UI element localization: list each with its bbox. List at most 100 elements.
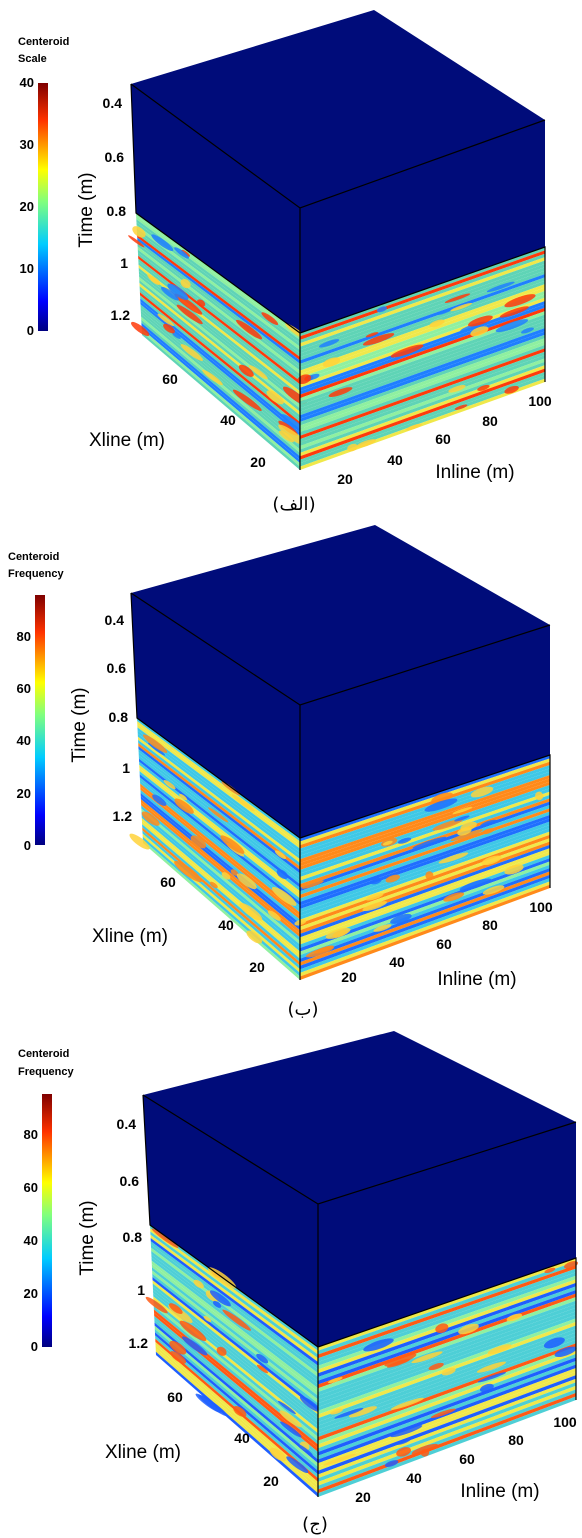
slice-stripe <box>300 778 550 867</box>
slice-blotch <box>148 742 166 756</box>
time-tick: 1 <box>122 760 130 776</box>
slice-stripe <box>300 781 550 870</box>
slice-stripe <box>151 1257 318 1389</box>
slice-blotch <box>318 339 340 348</box>
slice-blotch <box>248 365 268 380</box>
slice-stripe <box>150 1231 318 1359</box>
slice-stripe <box>138 739 300 867</box>
slice-blotch <box>209 1290 231 1307</box>
cube-chart-a: Centeroid Scale 0 10 20 30 40 0.4 0.6 0.… <box>18 10 552 515</box>
colorbar <box>42 1094 52 1347</box>
slice-blotch <box>482 885 505 895</box>
slice-blotch <box>145 1296 168 1314</box>
slice-stripe <box>318 1353 576 1452</box>
slice-stripe <box>141 331 300 470</box>
slice-blotch <box>151 234 174 252</box>
slice-stripe <box>300 814 550 906</box>
colorbar-tick: 40 <box>24 1233 38 1248</box>
slice-stripe <box>136 228 300 354</box>
slice-blotch <box>197 299 206 307</box>
slice-stripe <box>318 1307 576 1404</box>
cube-chart-b: Centeroid Frequency 0 20 40 60 80 0.4 0.… <box>8 525 553 1020</box>
slice-stripe <box>139 280 300 412</box>
slice-stripe <box>300 351 545 443</box>
slice-stripe <box>300 848 550 941</box>
cube-panel-c: Centeroid Frequency 0 20 40 60 80 0.4 0.… <box>0 1025 582 1538</box>
left-slice-stripes <box>128 213 308 470</box>
slice-stripe <box>300 854 550 949</box>
slice-stripe <box>318 1314 576 1411</box>
slice-stripe <box>300 755 550 842</box>
slice-stripe <box>300 818 550 909</box>
slice-stripe <box>300 324 545 416</box>
slice-blotch <box>151 1228 179 1249</box>
slice-blotch <box>382 840 393 846</box>
slice-blotch <box>233 1406 247 1417</box>
right-face-top <box>300 625 550 838</box>
xline-tick: 20 <box>249 959 265 975</box>
slice-blotch <box>327 1377 343 1384</box>
slice-stripe <box>300 761 550 849</box>
inline-tick: 100 <box>528 393 552 409</box>
slice-blotch <box>261 312 279 325</box>
slice-stripe <box>300 328 545 419</box>
slice-blotch <box>470 326 489 337</box>
slice-stripe <box>318 1382 576 1482</box>
slice-blotch <box>481 828 495 835</box>
xline-tick: 20 <box>250 454 266 470</box>
slice-blotch <box>543 1337 565 1349</box>
slice-blotch <box>176 304 203 325</box>
time-tick: 0.8 <box>107 203 127 219</box>
cube-edge <box>130 592 301 980</box>
slice-blotch <box>459 878 492 891</box>
slice-blotch <box>296 1443 313 1456</box>
slice-blotch <box>405 423 423 431</box>
slice-stripe <box>138 746 300 874</box>
colorbar-title-line2: Frequency <box>18 1066 75 1078</box>
slice-stripe <box>136 222 300 347</box>
slice-stripe <box>150 1241 318 1370</box>
cube-panel-a: Centeroid Scale 0 10 20 30 40 0.4 0.6 0.… <box>0 0 582 515</box>
slice-stripe <box>300 834 550 927</box>
slice-stripe <box>140 301 300 436</box>
slice-blotch <box>286 1456 309 1474</box>
slice-blotch <box>141 811 160 826</box>
cube-a <box>128 10 546 470</box>
slice-stripe <box>137 736 300 863</box>
time-tick: 1.2 <box>113 808 133 824</box>
cube-edge <box>130 592 551 706</box>
slice-blotch <box>299 1396 321 1413</box>
slice-blotch <box>236 873 257 890</box>
slice-stripe <box>138 758 300 888</box>
xline-tick: 40 <box>234 1430 250 1446</box>
slice-blotch <box>180 278 191 289</box>
slice-blotch <box>521 327 534 334</box>
slice-blotch <box>348 1406 378 1418</box>
slice-blotch <box>305 946 334 958</box>
colorbar-tick: 30 <box>20 137 34 152</box>
slice-stripe <box>300 280 545 371</box>
slice-blotch <box>216 1346 227 1356</box>
slice-stripe <box>300 844 550 938</box>
slice-stripe <box>318 1339 576 1437</box>
slice-stripe <box>140 796 300 931</box>
slice-blotch <box>450 829 484 841</box>
slice-stripe <box>300 361 545 453</box>
inline-axis-label: Inline (m) <box>437 969 516 990</box>
slice-stripe <box>318 1389 576 1490</box>
slice-stripe <box>300 828 550 920</box>
slice-blotch <box>396 1447 412 1457</box>
slice-blotch <box>425 871 434 880</box>
slice-stripe <box>152 1273 318 1407</box>
slice-stripe <box>300 263 545 354</box>
slice-stripe <box>154 1325 318 1467</box>
slice-stripe <box>318 1378 576 1479</box>
slice-blotch <box>564 1261 578 1269</box>
slice-blotch <box>365 332 379 338</box>
inline-tick: 40 <box>387 452 403 468</box>
left-slice-stripes <box>145 1225 321 1497</box>
time-tick: 0.6 <box>120 1173 140 1189</box>
slice-blotch <box>420 1448 430 1457</box>
slice-stripe <box>151 1260 318 1392</box>
time-tick: 0.8 <box>123 1229 143 1245</box>
